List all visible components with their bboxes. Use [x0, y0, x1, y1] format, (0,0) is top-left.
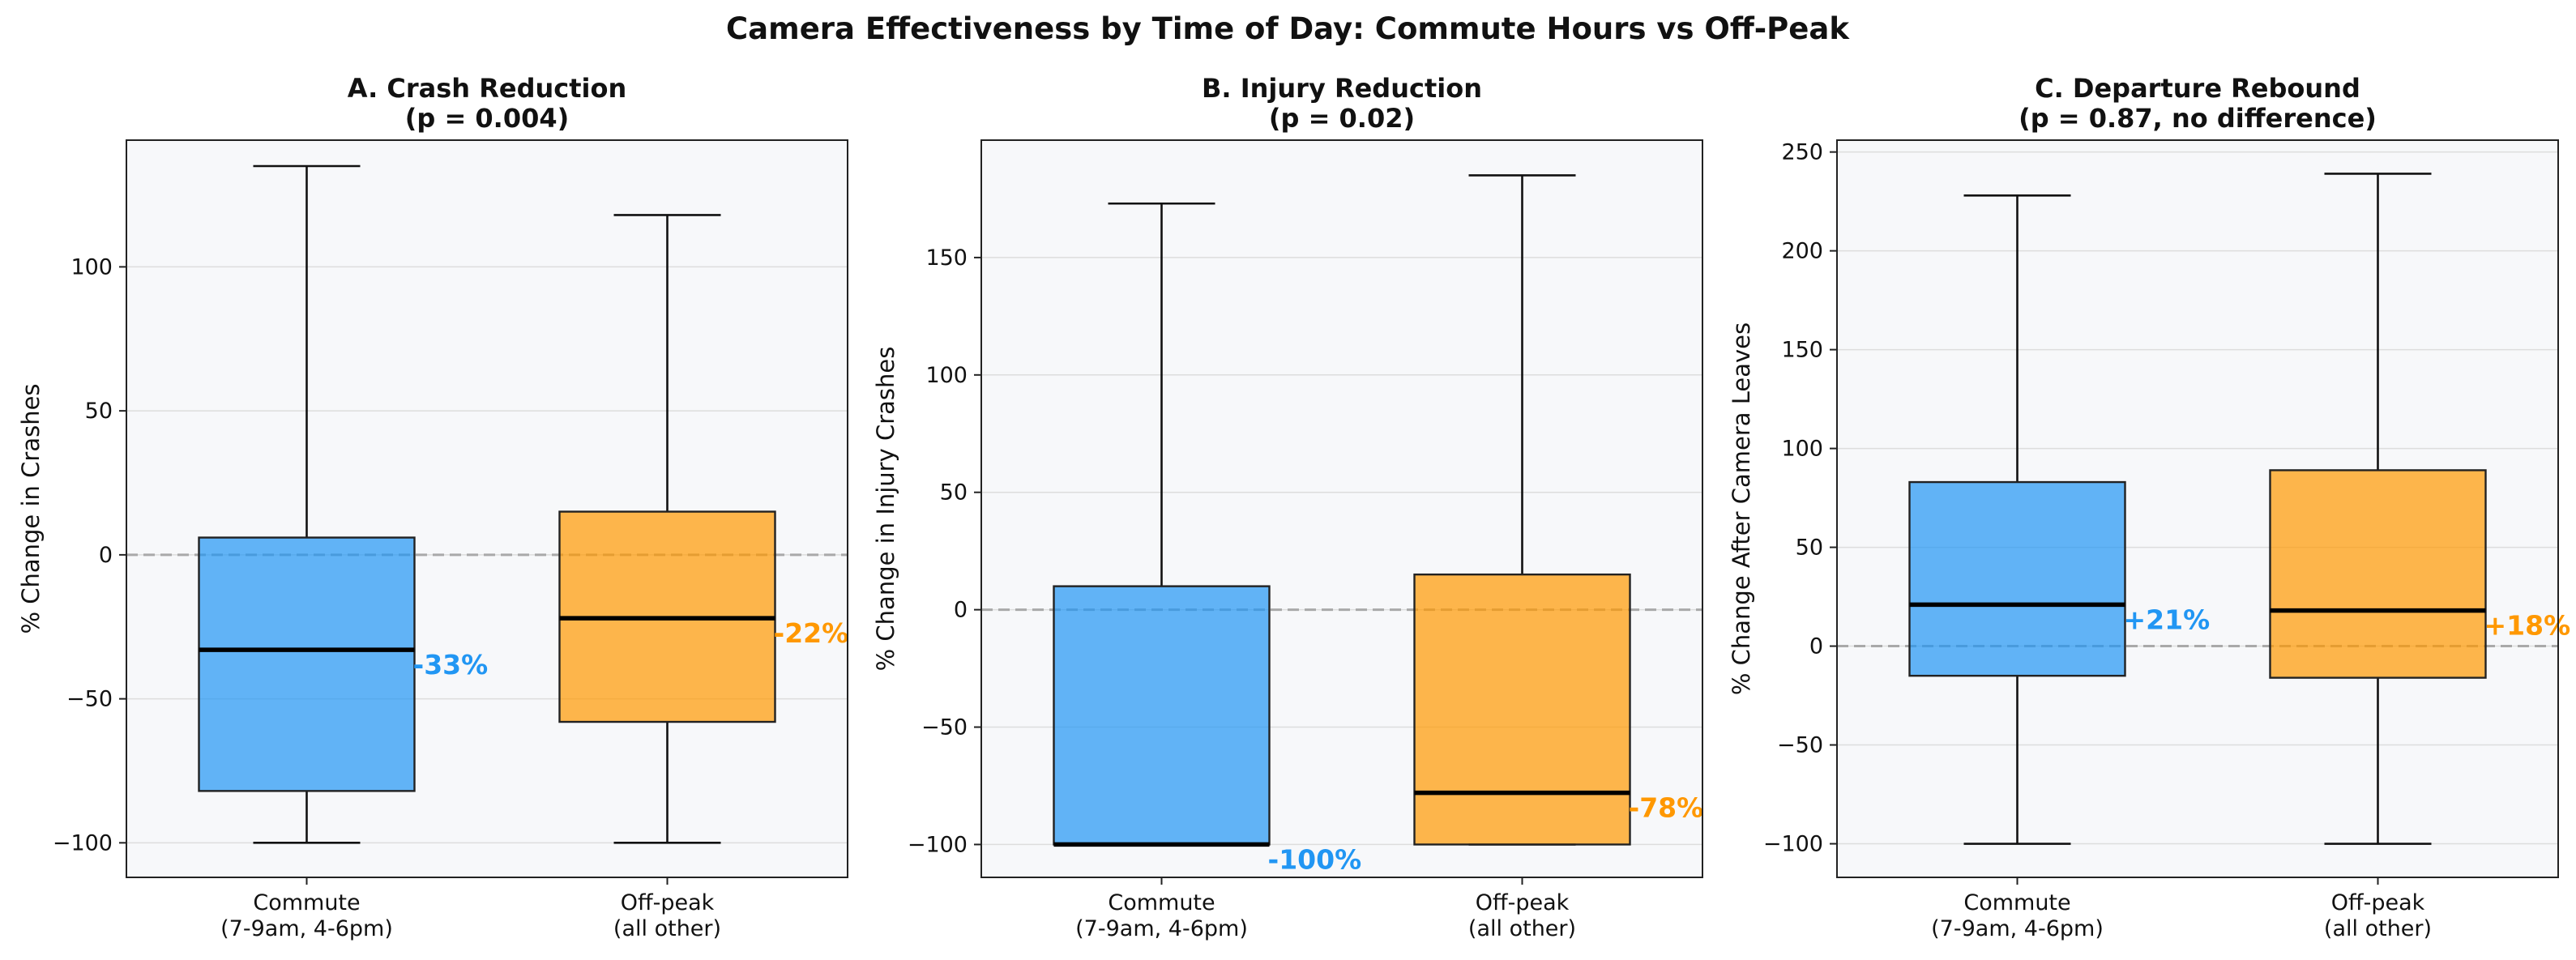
x-tick-label: (7-9am, 4-6pm) — [1075, 916, 1248, 941]
panel-title: A. Crash Reduction — [348, 73, 627, 104]
x-tick-label: (7-9am, 4-6pm) — [1931, 916, 2104, 941]
figure-title: Camera Effectiveness by Time of Day: Com… — [726, 11, 1850, 46]
axes-frame — [1836, 139, 2559, 878]
x-tick-label: Off-peak — [2331, 890, 2425, 915]
y-tick-label: 100 — [925, 363, 968, 388]
y-tick-label: −50 — [921, 715, 968, 740]
box-iqr — [1413, 573, 1631, 846]
y-tick-label: −100 — [53, 830, 113, 855]
y-tick-label: −100 — [908, 832, 968, 857]
y-tick-label: 0 — [1809, 634, 1823, 659]
median-label: -78% — [1629, 792, 1704, 824]
panel-subtitle: (p = 0.004) — [405, 103, 569, 134]
x-tick-label: Off-peak — [621, 890, 715, 915]
x-tick-label: Commute — [1108, 890, 1215, 915]
y-tick-label: 100 — [1781, 437, 1823, 462]
box-offpeak: -78% — [1413, 174, 1704, 846]
panel-title: B. Injury Reduction — [1202, 73, 1482, 104]
x-tick-label: (all other) — [613, 916, 721, 941]
panel-title: C. Departure Rebound — [2035, 73, 2360, 104]
y-tick-label: 250 — [1781, 140, 1823, 165]
y-tick-label: 200 — [1781, 239, 1823, 264]
y-tick-label: −50 — [1777, 733, 1823, 758]
box-commute: -100% — [1053, 202, 1362, 875]
median-label: +18% — [2484, 610, 2571, 642]
x-tick-label: (all other) — [2324, 916, 2432, 941]
x-tick-label: Commute — [253, 890, 360, 915]
median-label: +21% — [2124, 604, 2211, 635]
x-tick-label: (all other) — [1468, 916, 1576, 941]
y-tick-label: 0 — [954, 598, 968, 623]
box-commute: +21% — [1908, 194, 2211, 845]
y-tick-label: −50 — [66, 687, 113, 712]
y-axis-label: % Change in Injury Crashes — [872, 347, 899, 672]
axes-frame — [126, 139, 848, 878]
panel-1: -33% -22% −100 −50 0 50 100 Commute(7-9am, 4-6p… — [17, 73, 848, 941]
median-label: -100% — [1268, 843, 1362, 875]
box-offpeak: -22% — [558, 214, 849, 844]
panel-3: +21% +18% −100 −50 0 50 100 150 200 250 Commute(7-… — [1728, 73, 2570, 941]
y-axis-label: % Change in Crashes — [17, 383, 45, 634]
axes-frame — [980, 139, 1703, 878]
x-tick-label: (7-9am, 4-6pm) — [220, 916, 393, 941]
y-tick-label: 150 — [925, 245, 968, 271]
box-iqr — [1908, 480, 2126, 677]
y-tick-label: 0 — [99, 543, 113, 568]
panel-subtitle: (p = 0.87, no difference) — [2019, 103, 2377, 134]
x-tick-label: Commute — [1963, 890, 2070, 915]
median-label: -33% — [413, 649, 489, 681]
box-iqr — [2269, 469, 2487, 679]
y-tick-label: 50 — [1796, 535, 1823, 561]
box-iqr — [1053, 585, 1271, 846]
y-tick-label: 150 — [1781, 338, 1823, 363]
box-commute: -33% — [198, 164, 489, 844]
y-axis-label: % Change After Camera Leaves — [1728, 322, 1755, 695]
y-tick-label: 100 — [70, 254, 113, 279]
median-label: -22% — [774, 617, 849, 649]
panel-2: -100% -78% −100 −50 0 50 100 150 Commute(7-9am, … — [872, 73, 1703, 941]
panel-subtitle: (p = 0.02) — [1269, 103, 1415, 134]
y-tick-label: 50 — [940, 480, 968, 506]
box-iqr — [198, 536, 416, 792]
x-tick-label: Off-peak — [1476, 890, 1570, 915]
y-tick-label: −100 — [1763, 832, 1823, 857]
y-tick-label: 50 — [85, 399, 113, 424]
box-offpeak: +18% — [2269, 173, 2571, 845]
